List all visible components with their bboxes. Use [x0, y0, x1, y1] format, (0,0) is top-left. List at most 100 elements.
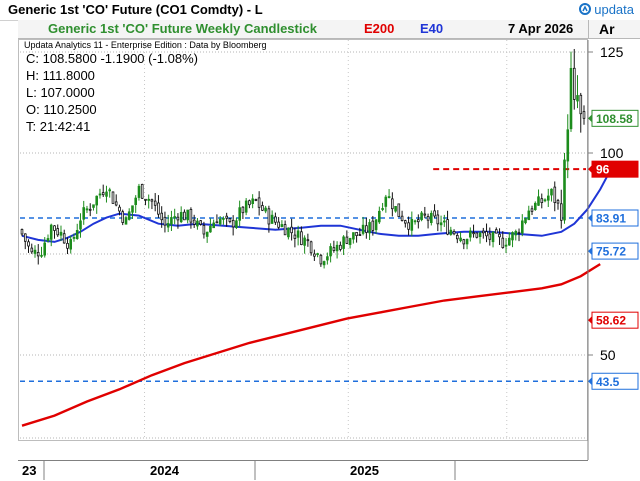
candle-body	[452, 230, 456, 235]
candle-body	[547, 195, 550, 201]
candle-body	[553, 186, 557, 204]
candle-body	[420, 212, 423, 221]
price-label-text: 108.58	[596, 112, 633, 126]
close-line: C: 108.5800 -1.1900 (-1.08%)	[26, 51, 198, 66]
candle-body	[507, 237, 511, 246]
candle-body	[27, 241, 30, 247]
price-label-text: 83.91	[596, 212, 626, 226]
candle-body	[309, 241, 313, 254]
candle-body	[212, 222, 216, 229]
candle-body	[540, 198, 544, 203]
candle-body	[560, 203, 563, 221]
candle-body	[556, 200, 560, 204]
ma-fast-line	[21, 176, 608, 243]
low-line: L: 107.0000	[26, 85, 95, 100]
candle-body	[326, 256, 329, 261]
candle-body	[413, 220, 417, 223]
candle-body	[416, 219, 420, 223]
candle-body	[218, 218, 222, 225]
candle-body	[176, 216, 180, 221]
axis-tab-label: Ar	[599, 21, 615, 37]
candle-body	[485, 231, 488, 237]
candle-body	[371, 220, 375, 231]
candle-body	[355, 231, 358, 236]
candle-body	[186, 209, 190, 221]
candle-body	[118, 206, 121, 212]
window-title: Generic 1st 'CO' Future (CO1 Comdty) - L	[8, 2, 263, 17]
price-labels: 108.58 75.72 58.62 96 83.91 43.5	[588, 109, 639, 390]
candle-body	[397, 203, 401, 217]
candle-body	[566, 129, 570, 162]
candle-body	[98, 193, 102, 196]
y-tick-label: 100	[600, 145, 624, 161]
candle-body	[550, 188, 553, 196]
candle-body	[569, 68, 573, 130]
candle-body	[459, 237, 462, 242]
candle-body	[524, 218, 527, 224]
candle-body	[111, 191, 115, 204]
candle-body	[501, 237, 505, 248]
candle-body	[147, 198, 151, 201]
candle-body	[270, 214, 274, 224]
grid-lines	[20, 40, 586, 440]
source-line: Updata Analytics 11 - Enterprise Edition…	[24, 40, 266, 50]
candle-body	[527, 210, 531, 221]
candle-body	[264, 207, 267, 212]
updata-logo-icon	[579, 3, 592, 15]
price-label-pointer	[588, 214, 592, 223]
ma-slow-legend[interactable]: E200	[364, 21, 395, 36]
candle-body	[235, 220, 238, 229]
candle-body	[92, 204, 95, 208]
chart-date: 7 Apr 2026	[508, 21, 574, 36]
candle-body	[423, 213, 427, 216]
candle-body	[228, 218, 232, 222]
candles	[20, 48, 586, 269]
y-tick-label: 125	[600, 44, 624, 60]
candle-body	[222, 217, 225, 220]
candle-body	[280, 224, 284, 227]
candle-body	[339, 244, 342, 250]
candle-body	[134, 197, 138, 206]
candle-body	[30, 247, 34, 253]
candle-body	[251, 198, 255, 204]
candle-body	[472, 232, 475, 235]
candle-body	[365, 225, 368, 233]
candle-body	[468, 230, 472, 238]
candle-body	[205, 231, 209, 237]
candle-body	[150, 199, 154, 202]
candle-body	[481, 230, 485, 234]
candle-body	[95, 195, 99, 206]
candle-body	[446, 219, 449, 235]
candle-body	[287, 227, 290, 238]
candle-body	[88, 208, 92, 211]
candle-body	[59, 231, 63, 236]
candle-body	[358, 234, 362, 237]
brand-logo: updata	[579, 2, 634, 17]
candle-body	[335, 244, 339, 252]
price-label-text: 43.5	[596, 375, 620, 389]
candle-body	[46, 238, 50, 242]
candle-body	[400, 215, 404, 221]
candle-body	[475, 232, 479, 238]
candle-body	[329, 246, 332, 257]
candle-body	[442, 220, 446, 223]
horizontal-levels	[20, 168, 586, 383]
chart-title: Generic 1st 'CO' Future Weekly Candlesti…	[48, 21, 317, 36]
candle-body	[20, 229, 24, 235]
candle-body	[163, 216, 167, 226]
ma-fast-legend[interactable]: E40	[420, 21, 444, 36]
candle-body	[543, 199, 547, 202]
candle-body	[209, 225, 212, 233]
candle-body	[433, 210, 436, 217]
candle-body	[521, 220, 524, 234]
candle-body	[215, 221, 219, 224]
axis-tab[interactable]: Ar	[588, 20, 640, 39]
candle-body	[436, 214, 440, 225]
candle-body	[79, 220, 82, 230]
candle-body	[462, 239, 466, 245]
candle-body	[384, 196, 388, 207]
candle-body	[69, 239, 73, 250]
candle-body	[140, 183, 144, 199]
candle-body	[290, 226, 293, 234]
